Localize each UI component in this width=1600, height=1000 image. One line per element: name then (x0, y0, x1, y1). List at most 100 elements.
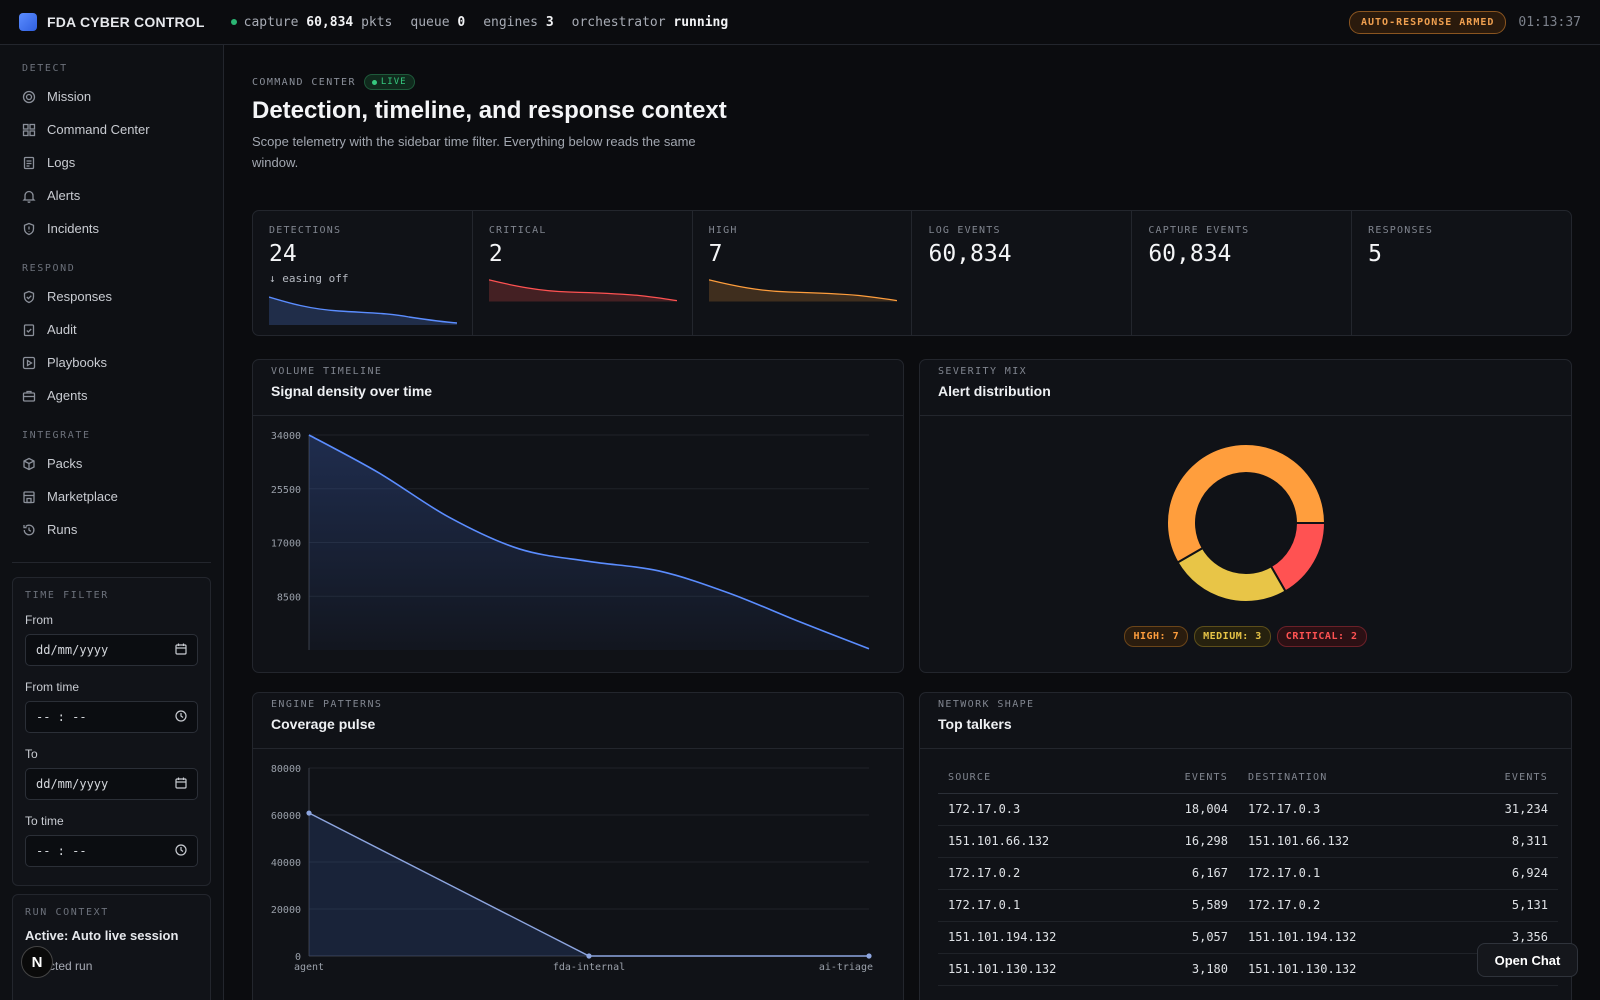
volume-chart[interactable]: 8500 17000 25500 34000 (253, 417, 903, 673)
source-ip: 151.101.194.132 (938, 921, 1138, 954)
orchestrator-stat: orchestrator running (571, 14, 729, 30)
table-row[interactable]: 151.101.130.132 3,180 151.101.130.132 (938, 953, 1558, 986)
source-events: 18,004 (1138, 793, 1238, 826)
sidebar-item-responses[interactable]: Responses (0, 280, 223, 313)
card-title: Coverage pulse (271, 716, 376, 732)
sidebar-item-alerts[interactable]: Alerts (0, 179, 223, 212)
legend-critical[interactable]: CRITICAL: 2 (1276, 626, 1367, 647)
sidebar-item-mission[interactable]: Mission (0, 80, 223, 113)
brand[interactable]: FDA CYBER CONTROL (19, 13, 205, 31)
from-time-input[interactable]: -- : -- (25, 701, 198, 733)
sidebar-item-label: Audit (47, 322, 77, 337)
col-destination-events[interactable]: EVENTS (1438, 763, 1558, 794)
sidebar-item-packs[interactable]: Packs (0, 447, 223, 480)
kpi-responses[interactable]: RESPONSES 5 (1352, 211, 1571, 335)
kpi-label: RESPONSES (1368, 225, 1434, 236)
calendar-icon[interactable] (175, 643, 187, 658)
x-tick-label: fda-internal (553, 962, 625, 973)
coverage-chart[interactable]: 0 20000 40000 60000 80000 agent fda-internal ai… (253, 750, 903, 1000)
severity-mix-card: SEVERITY MIX Alert distribution HIGH: 7 … (919, 359, 1572, 673)
top-bar: FDA CYBER CONTROL capture 60,834 pkts qu… (0, 0, 1600, 45)
sidebar-item-label: Command Center (47, 122, 150, 137)
col-source-events[interactable]: EVENTS (1138, 763, 1238, 794)
destination-ip: 151.101.130.132 (1238, 953, 1438, 986)
page-description: Scope telemetry with the sidebar time fi… (252, 134, 696, 170)
to-date-input[interactable]: dd/mm/yyyy (25, 768, 198, 800)
sidebar-item-audit[interactable]: Audit (0, 313, 223, 346)
col-destination[interactable]: DESTINATION (1238, 763, 1438, 794)
open-chat-button[interactable]: Open Chat (1477, 943, 1578, 977)
main-content: COMMAND CENTER LIVE Detection, timeline,… (224, 45, 1600, 1000)
from-date-input[interactable]: dd/mm/yyyy (25, 634, 198, 666)
destination-events: 31,234 (1438, 793, 1558, 826)
active-run: Active: Auto live session (25, 928, 179, 943)
destination-events: 6,924 (1438, 857, 1558, 890)
shield-alert-icon (22, 222, 36, 236)
x-tick-label: agent (294, 962, 324, 973)
destination-events: 8,311 (1438, 825, 1558, 858)
briefcase-icon (22, 389, 36, 403)
calendar-icon[interactable] (175, 777, 187, 792)
sidebar-item-playbooks[interactable]: Playbooks (0, 346, 223, 379)
document-icon (22, 156, 36, 170)
critical-sparkline (488, 279, 677, 302)
time-filter-caption: TIME FILTER (25, 590, 109, 601)
sidebar-item-label: Marketplace (47, 489, 118, 504)
run-context-panel: RUN CONTEXT Active: Auto live session Se… (12, 894, 211, 1000)
col-source[interactable]: SOURCE (938, 763, 1138, 794)
time-filter-panel: TIME FILTER From dd/mm/yyyy From time --… (12, 577, 211, 886)
kpi-log-events[interactable]: LOG EVENTS 60,834 (912, 211, 1133, 335)
kpi-value: 60,834 (928, 241, 1012, 267)
top-right: AUTO-RESPONSE ARMED 01:13:37 (1348, 10, 1581, 34)
store-icon (22, 490, 36, 504)
kpi-critical[interactable]: CRITICAL 2 (473, 211, 693, 335)
sidebar-item-marketplace[interactable]: Marketplace (0, 480, 223, 513)
to-time-label: To time (25, 814, 64, 828)
auto-response-badge[interactable]: AUTO-RESPONSE ARMED (1348, 10, 1507, 34)
package-icon (22, 457, 36, 471)
sidebar-item-command-center[interactable]: Command Center (0, 113, 223, 146)
sidebar-item-incidents[interactable]: Incidents (0, 212, 223, 245)
nav-group-detect: DETECT (22, 63, 68, 74)
table-row[interactable]: 151.101.66.132 16,298 151.101.66.132 8,311 (938, 825, 1558, 858)
y-tick-label: 40000 (271, 858, 301, 869)
y-tick-label: 17000 (271, 539, 301, 550)
sidebar-item-agents[interactable]: Agents (0, 379, 223, 412)
engine-patterns-card: ENGINE PATTERNS Coverage pulse 0 20000 400… (252, 692, 904, 1000)
brand-name: FDA CYBER CONTROL (47, 14, 205, 30)
legend-medium[interactable]: MEDIUM: 3 (1194, 626, 1271, 647)
slice-high (1166, 443, 1327, 564)
table-row[interactable]: 172.17.0.2 6,167 172.17.0.1 6,924 (938, 857, 1558, 890)
y-tick-label: 80000 (271, 764, 301, 775)
source-ip: 172.17.0.3 (938, 793, 1138, 826)
kpi-detections[interactable]: DETECTIONS 24 ↓ easing off (253, 211, 473, 335)
table-row[interactable]: 151.101.194.132 5,057 151.101.194.132 3,356 (938, 921, 1558, 954)
destination-events: 5,131 (1438, 889, 1558, 922)
kpi-label: HIGH (708, 225, 738, 236)
sidebar-item-logs[interactable]: Logs (0, 146, 223, 179)
sidebar-item-runs[interactable]: Runs (0, 513, 223, 546)
sidebar-item-label: Agents (47, 388, 88, 403)
history-icon (22, 523, 36, 537)
clock-icon[interactable] (175, 843, 187, 859)
avatar[interactable]: N (21, 946, 53, 978)
table-row[interactable]: 172.17.0.1 5,589 172.17.0.2 5,131 (938, 889, 1558, 922)
from-time-label: From time (25, 680, 79, 694)
data-point (866, 953, 872, 959)
source-events: 5,057 (1138, 921, 1238, 954)
legend-high[interactable]: HIGH: 7 (1124, 626, 1189, 647)
sidebar-item-label: Playbooks (47, 355, 107, 370)
kpi-capture-events[interactable]: CAPTURE EVENTS 60,834 (1132, 211, 1353, 335)
volume-timeline-card: VOLUME TIMELINE Signal density over time… (252, 359, 904, 673)
sidebar: DETECT Mission Command Center Logs Alert… (0, 45, 224, 1000)
clock-icon[interactable] (175, 709, 187, 725)
y-tick-label: 8500 (277, 592, 301, 603)
card-title: Top talkers (938, 716, 1012, 732)
to-time-input[interactable]: -- : -- (25, 835, 198, 867)
kpi-label: CRITICAL (488, 225, 547, 236)
severity-donut-chart[interactable] (920, 417, 1572, 627)
table-row[interactable]: 172.17.0.3 18,004 172.17.0.3 31,234 (938, 793, 1558, 826)
status-strip: capture 60,834 pkts queue 0 engines 3 or… (230, 14, 729, 30)
kpi-value: 60,834 (1148, 241, 1232, 267)
kpi-high[interactable]: HIGH 7 (693, 211, 913, 335)
